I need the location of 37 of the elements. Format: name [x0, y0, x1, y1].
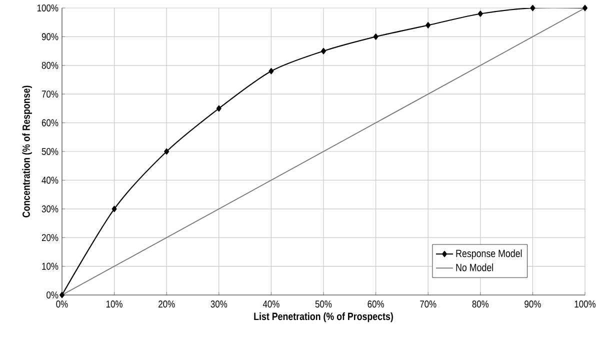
y-tick-label: 40%: [42, 176, 58, 184]
legend-label: Response Model: [456, 249, 522, 260]
point: [321, 48, 326, 54]
y-tick-label: 30%: [42, 205, 58, 212]
point: [426, 22, 431, 28]
x-tick-label: 30%: [210, 300, 228, 308]
x-tick-label: 70%: [420, 300, 436, 308]
y-tick-label: 90%: [42, 33, 58, 40]
y-tick-label: 70%: [42, 90, 58, 98]
x-tick-label: 20%: [158, 300, 175, 308]
point: [582, 4, 588, 12]
y-tick-label: 0%: [46, 291, 58, 299]
x-tick-label: 90%: [524, 300, 541, 308]
point: [478, 10, 483, 17]
x-tick-label: 80%: [472, 300, 489, 308]
point: [530, 4, 536, 12]
y-tick-label: 50%: [42, 148, 58, 156]
y-tick-label: 80%: [42, 62, 58, 69]
point: [373, 34, 378, 40]
x-tick-label: 40%: [262, 300, 280, 308]
point: [112, 206, 117, 212]
y-tick-label: 100%: [37, 4, 58, 12]
y-tick-label: 10%: [42, 262, 58, 270]
x-tick-label: 60%: [368, 300, 384, 308]
point: [216, 105, 222, 112]
x-tick-label: 0%: [56, 300, 68, 308]
point: [164, 148, 170, 155]
x-tick-label: 50%: [315, 300, 332, 308]
x-axis-title: List Penetration (% of Prospects): [254, 312, 393, 322]
y-axis-title: Concentration (% of Response): [22, 86, 32, 218]
legend-label: No Model: [456, 264, 493, 272]
x-tick-label: 10%: [106, 300, 122, 308]
point: [268, 68, 274, 74]
point: [60, 292, 64, 298]
y-tick-label: 20%: [42, 234, 58, 242]
y-tick-label: 60%: [42, 119, 58, 126]
x-tick-label: 100%: [574, 300, 596, 308]
